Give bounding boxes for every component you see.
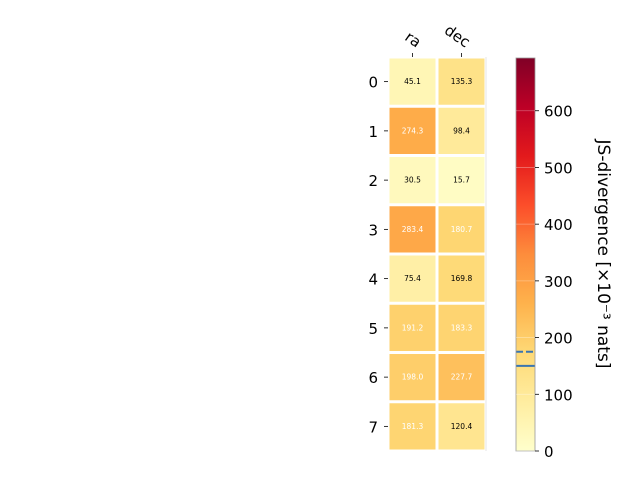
- heatmap-cell-r2-dec: [438, 157, 485, 204]
- column-tick-label-dec: dec: [441, 21, 473, 51]
- heatmap-cell-r2-ra: [389, 157, 436, 204]
- heatmap-cell-r7-dec: [438, 403, 485, 450]
- cell-value-label: 191.2: [402, 323, 424, 332]
- colorbar-gradient: [516, 58, 535, 451]
- colorbar: 0 100 200 300 400 500 600 JS-divergence [×10⁻³…: [515, 57, 613, 461]
- heatmap-cell-r4-dec: [438, 255, 485, 302]
- cell-value-label: 135.3: [451, 77, 473, 86]
- row-axis: 0 1 2 3 4 5 6 7: [368, 74, 388, 436]
- row-tick-label-7: 7: [368, 418, 378, 436]
- cell-value-label: 169.8: [451, 274, 473, 283]
- colorbar-tick-label: 100: [544, 386, 573, 404]
- cell-value-label: 198.0: [402, 373, 424, 382]
- cell-value-label: 75.4: [404, 274, 421, 283]
- row-tick-label-6: 6: [368, 369, 378, 387]
- heatmap-cell-r6-dec: [438, 354, 485, 401]
- row-tick-label-4: 4: [368, 271, 378, 289]
- row-tick-label-2: 2: [368, 172, 378, 190]
- heatmap-cell-r3-ra: [389, 206, 436, 253]
- cell-value-label: 30.5: [404, 176, 421, 185]
- heatmap-cell-r7-ra: [389, 403, 436, 450]
- heatmap-cell-r5-dec: [438, 304, 485, 351]
- cell-value-label: 98.4: [453, 126, 470, 135]
- colorbar-frame: [515, 57, 536, 452]
- column-tick-label-ra: ra: [402, 28, 425, 52]
- colorbar-tick-label: 600: [544, 103, 573, 121]
- colorbar-tick-label: 500: [544, 159, 573, 177]
- row-tick-label-0: 0: [368, 74, 378, 92]
- colorbar-tick-label: 400: [544, 216, 573, 234]
- cell-value-label: 227.7: [451, 373, 473, 382]
- heatmap-cell-r6-ra: [389, 354, 436, 401]
- row-tick-label-3: 3: [368, 221, 378, 239]
- cell-value-label: 274.3: [402, 126, 424, 135]
- colorbar-label: JS-divergence [×10⁻³ nats]: [593, 139, 613, 369]
- cell-value-label: 15.7: [453, 176, 470, 185]
- heatmap-cell-r1-dec: [438, 107, 485, 154]
- column-axis: ra dec: [402, 21, 474, 57]
- cell-value-label: 181.3: [402, 422, 424, 431]
- colorbar-tick-label: 300: [544, 273, 573, 291]
- cell-value-label: 183.3: [451, 323, 473, 332]
- heatmap-cell-r0-ra: [389, 58, 436, 105]
- cell-value-label: 180.7: [451, 225, 473, 234]
- heatmap-cell-r5-ra: [389, 304, 436, 351]
- cell-value-label: 120.4: [451, 422, 473, 431]
- row-tick-label-1: 1: [368, 123, 378, 141]
- colorbar-tick-label: 200: [544, 330, 573, 348]
- heatmap: 45.1 135.3 274.3 98.4 30.5 15.7 283.4 180.7 75.4…: [388, 57, 487, 451]
- heatmap-cell-r0-dec: [438, 58, 485, 105]
- cell-value-label: 283.4: [402, 225, 424, 234]
- cell-value-label: 45.1: [404, 77, 421, 86]
- row-tick-label-5: 5: [368, 320, 378, 338]
- colorbar-tick-label: 0: [544, 443, 554, 461]
- heatmap-cell-r1-ra: [389, 107, 436, 154]
- heatmap-cell-r3-dec: [438, 206, 485, 253]
- heatmap-cell-r4-ra: [389, 255, 436, 302]
